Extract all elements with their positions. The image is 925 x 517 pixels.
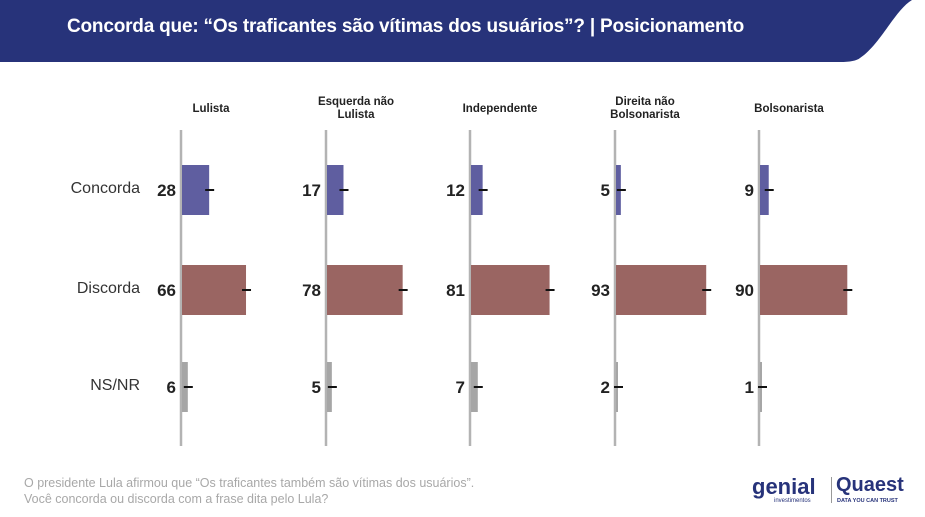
data-label: 28 [157,181,176,200]
group-label: Lulista [192,103,230,115]
category-label: NS/NR [90,377,140,394]
quaest-logo-sub: DATA YOU CAN TRUST [837,498,898,504]
data-label: 17 [302,181,321,200]
logo-divider [831,477,832,503]
data-label: 90 [735,281,754,300]
group-label: Esquerda não Lulista [317,96,395,121]
group-label: Bolsonarista [754,103,824,115]
bar [471,265,550,315]
note-line-1: O presidente Lula afirmou que “Os trafic… [24,476,475,490]
bar [471,165,483,215]
category-label: Discorda [76,280,140,297]
data-label: 6 [167,378,176,397]
genial-logo: genial [752,474,816,499]
bar [616,265,707,315]
header-banner [0,0,912,62]
data-label: 5 [312,378,321,397]
question-note: O presidente Lula afirmou que “Os trafic… [24,475,474,507]
quaest-logo: Quaest [836,474,904,496]
bar [182,165,210,215]
bar [327,165,344,215]
data-label: 93 [591,281,610,300]
bar [327,265,403,315]
group-label: Direita não Bolsonarista [610,96,680,121]
note-line-2: Você concorda ou discorda com a frase di… [24,492,329,506]
page-title: Concorda que: “Os traficantes são vítima… [67,16,744,37]
category-label: Concorda [70,180,140,197]
group-label: Independente [462,103,538,115]
bar [760,165,769,215]
data-label: 5 [601,181,610,200]
bar [182,265,247,315]
data-label: 81 [446,281,465,300]
data-label: 2 [601,378,610,397]
genial-logo-sub: investimentos [774,498,811,504]
data-label: 9 [745,181,754,200]
bar [760,265,848,315]
data-label: 7 [456,378,465,397]
data-label: 66 [157,281,176,300]
data-label: 78 [302,281,321,300]
data-label: 1 [745,378,754,397]
data-label: 12 [446,181,465,200]
